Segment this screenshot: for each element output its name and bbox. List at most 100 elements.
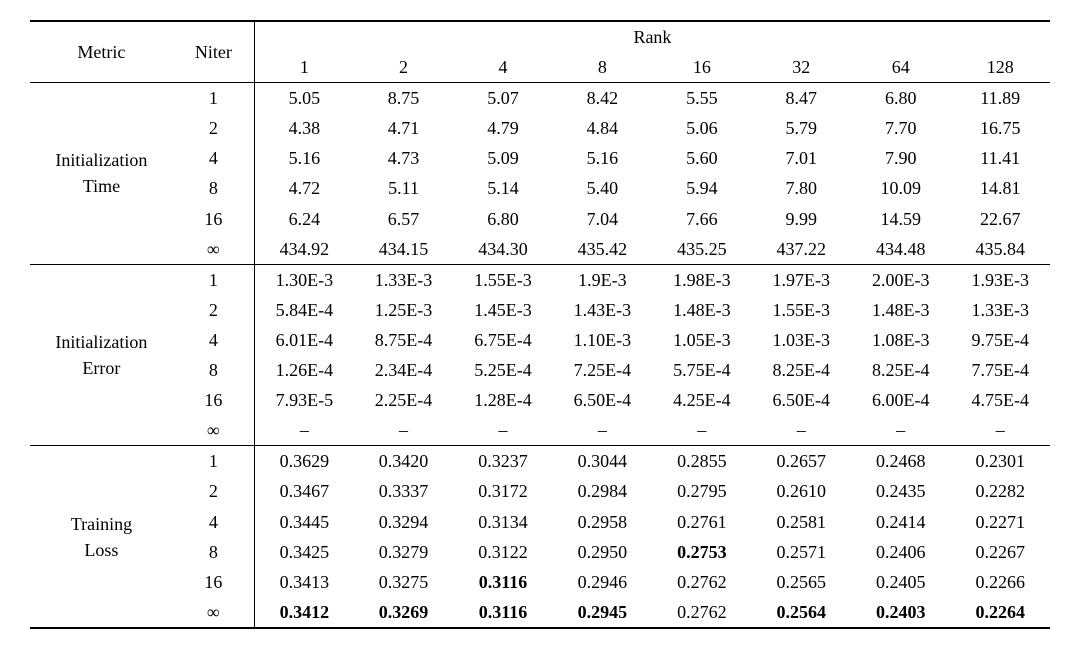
niter-cell: 2 bbox=[173, 113, 255, 143]
rank-col-4: 4 bbox=[453, 52, 552, 83]
niter-cell: ∞ bbox=[173, 597, 255, 628]
value-cell: 7.80 bbox=[752, 173, 851, 203]
value-cell: – bbox=[752, 415, 851, 446]
value-cell: 0.3269 bbox=[354, 597, 453, 628]
value-cell: 0.2762 bbox=[652, 567, 751, 597]
value-cell: 5.16 bbox=[254, 143, 353, 173]
value-cell: 1.30E-3 bbox=[254, 264, 353, 295]
rank-col-32: 32 bbox=[752, 52, 851, 83]
table-row: 24.384.714.794.845.065.797.7016.75 bbox=[30, 113, 1050, 143]
value-cell: 0.2657 bbox=[752, 446, 851, 477]
value-cell: 0.2753 bbox=[652, 537, 751, 567]
rank-col-8: 8 bbox=[553, 52, 652, 83]
value-cell: 4.84 bbox=[553, 113, 652, 143]
value-cell: 4.25E-4 bbox=[652, 385, 751, 415]
value-cell: 4.79 bbox=[453, 113, 552, 143]
value-cell: 6.80 bbox=[453, 204, 552, 234]
value-cell: 9.75E-4 bbox=[950, 325, 1050, 355]
value-cell: 0.2565 bbox=[752, 567, 851, 597]
value-cell: 0.2945 bbox=[553, 597, 652, 628]
rank-col-16: 16 bbox=[652, 52, 751, 83]
value-cell: 0.2271 bbox=[950, 507, 1050, 537]
value-cell: 0.2406 bbox=[851, 537, 950, 567]
value-cell: 0.2414 bbox=[851, 507, 950, 537]
table-row: 40.34450.32940.31340.29580.27610.25810.2… bbox=[30, 507, 1050, 537]
value-cell: 437.22 bbox=[752, 234, 851, 265]
value-cell: 0.2610 bbox=[752, 476, 851, 506]
value-cell: 0.3122 bbox=[453, 537, 552, 567]
value-cell: 6.50E-4 bbox=[752, 385, 851, 415]
value-cell: 0.3294 bbox=[354, 507, 453, 537]
niter-cell: 16 bbox=[173, 204, 255, 234]
metric-label-line1: Initialization bbox=[34, 147, 169, 173]
niter-cell: ∞ bbox=[173, 415, 255, 446]
value-cell: 8.42 bbox=[553, 83, 652, 114]
value-cell: 7.90 bbox=[851, 143, 950, 173]
value-cell: 7.93E-5 bbox=[254, 385, 353, 415]
table-row: 160.34130.32750.31160.29460.27620.25650.… bbox=[30, 567, 1050, 597]
value-cell: 0.3445 bbox=[254, 507, 353, 537]
value-cell: 9.99 bbox=[752, 204, 851, 234]
value-cell: 1.55E-3 bbox=[752, 295, 851, 325]
value-cell: 7.66 bbox=[652, 204, 751, 234]
value-cell: – bbox=[453, 415, 552, 446]
metric-label: InitializationTime bbox=[30, 83, 173, 265]
value-cell: – bbox=[950, 415, 1050, 446]
value-cell: 8.25E-4 bbox=[752, 355, 851, 385]
value-cell: 1.45E-3 bbox=[453, 295, 552, 325]
value-cell: 6.00E-4 bbox=[851, 385, 950, 415]
metric-label-line1: Training bbox=[34, 511, 169, 537]
table-row: ∞434.92434.15434.30435.42435.25437.22434… bbox=[30, 234, 1050, 265]
value-cell: 14.81 bbox=[950, 173, 1050, 203]
niter-cell: 1 bbox=[173, 446, 255, 477]
value-cell: 0.2795 bbox=[652, 476, 751, 506]
value-cell: 7.75E-4 bbox=[950, 355, 1050, 385]
value-cell: 1.33E-3 bbox=[354, 264, 453, 295]
value-cell: 8.75 bbox=[354, 83, 453, 114]
value-cell: 5.25E-4 bbox=[453, 355, 552, 385]
value-cell: 0.2571 bbox=[752, 537, 851, 567]
metric-label-line1: Initialization bbox=[34, 329, 169, 355]
niter-cell: 2 bbox=[173, 476, 255, 506]
table-row: InitializationError11.30E-31.33E-31.55E-… bbox=[30, 264, 1050, 295]
table-row: 46.01E-48.75E-46.75E-41.10E-31.05E-31.03… bbox=[30, 325, 1050, 355]
value-cell: 4.75E-4 bbox=[950, 385, 1050, 415]
value-cell: 0.2958 bbox=[553, 507, 652, 537]
value-cell: 7.04 bbox=[553, 204, 652, 234]
value-cell: 2.00E-3 bbox=[851, 264, 950, 295]
value-cell: 435.25 bbox=[652, 234, 751, 265]
value-cell: 11.89 bbox=[950, 83, 1050, 114]
value-cell: 0.2581 bbox=[752, 507, 851, 537]
value-cell: 8.75E-4 bbox=[354, 325, 453, 355]
table-row: 166.246.576.807.047.669.9914.5922.67 bbox=[30, 204, 1050, 234]
value-cell: 1.93E-3 bbox=[950, 264, 1050, 295]
value-cell: 0.3413 bbox=[254, 567, 353, 597]
value-cell: 0.3629 bbox=[254, 446, 353, 477]
niter-cell: 4 bbox=[173, 507, 255, 537]
table-body: InitializationTime15.058.755.078.425.558… bbox=[30, 83, 1050, 628]
value-cell: 4.73 bbox=[354, 143, 453, 173]
value-cell: 0.3425 bbox=[254, 537, 353, 567]
niter-cell: 16 bbox=[173, 567, 255, 597]
value-cell: 5.06 bbox=[652, 113, 751, 143]
value-cell: 1.97E-3 bbox=[752, 264, 851, 295]
value-cell: 0.3116 bbox=[453, 597, 552, 628]
value-cell: 1.48E-3 bbox=[851, 295, 950, 325]
value-cell: – bbox=[254, 415, 353, 446]
table-row: 25.84E-41.25E-31.45E-31.43E-31.48E-31.55… bbox=[30, 295, 1050, 325]
value-cell: 5.94 bbox=[652, 173, 751, 203]
value-cell: 0.3116 bbox=[453, 567, 552, 597]
value-cell: 0.3412 bbox=[254, 597, 353, 628]
value-cell: 5.75E-4 bbox=[652, 355, 751, 385]
value-cell: 1.05E-3 bbox=[652, 325, 751, 355]
value-cell: – bbox=[553, 415, 652, 446]
value-cell: 5.07 bbox=[453, 83, 552, 114]
value-cell: 0.2282 bbox=[950, 476, 1050, 506]
value-cell: 0.2761 bbox=[652, 507, 751, 537]
value-cell: 0.3279 bbox=[354, 537, 453, 567]
value-cell: 7.25E-4 bbox=[553, 355, 652, 385]
value-cell: 0.3337 bbox=[354, 476, 453, 506]
value-cell: – bbox=[851, 415, 950, 446]
value-cell: 6.57 bbox=[354, 204, 453, 234]
value-cell: 0.3467 bbox=[254, 476, 353, 506]
